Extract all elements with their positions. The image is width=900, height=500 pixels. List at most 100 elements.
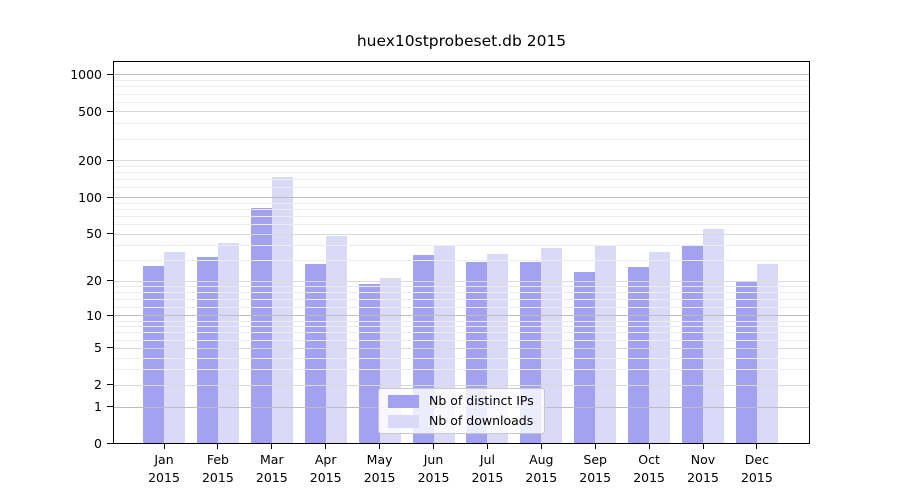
y-axis-tick-label: 1 [94, 399, 102, 414]
y-axis-tick-label: 0 [94, 436, 102, 451]
gridline-minor-80 [114, 208, 809, 210]
gridline-minor-160 [114, 172, 809, 174]
bar-downloads-oct [649, 252, 671, 443]
x-axis-tick-label: Nov 2015 [687, 452, 719, 485]
gridline-minor-4 [114, 357, 809, 359]
gridline-minor-30 [114, 260, 809, 262]
gridline-minor-3 [114, 369, 809, 371]
x-axis-tick-mark [594, 444, 596, 449]
gridline-mid-500 [114, 111, 809, 113]
gridline-minor-7 [114, 332, 809, 334]
bar-distinct-ips-may [358, 283, 380, 443]
x-axis-tick-label: Aug 2015 [525, 452, 558, 485]
gridline-major-10 [114, 315, 809, 317]
gridline-mid-200 [114, 160, 809, 162]
gridline-minor-180 [114, 165, 809, 167]
gridline-minor-600 [114, 101, 809, 103]
gridline-minor-18 [114, 286, 809, 288]
legend-swatch-distinct-ips [388, 394, 419, 408]
x-axis-tick-label: Sep 2015 [579, 452, 612, 485]
y-axis-tick-label: 5 [94, 340, 102, 356]
legend-label-downloads: Nb of downloads [429, 413, 534, 428]
y-axis-tick-mark [107, 110, 113, 112]
bar-downloads-dec [756, 263, 778, 443]
gridline-minor-70 [114, 215, 809, 217]
gridline-minor-16 [114, 292, 809, 294]
gridline-major-1000 [114, 74, 809, 76]
bar-downloads-sep [595, 246, 617, 443]
y-axis-tick-label: 1000 [70, 66, 102, 82]
gridline-minor-90 [114, 202, 809, 204]
x-axis-tick-mark [271, 444, 273, 449]
gridline-mid-20 [114, 280, 809, 282]
gridline-mid-50 [114, 233, 809, 235]
bar-downloads-aug [541, 247, 563, 443]
bar-downloads-nov [703, 228, 724, 443]
gridline-minor-6 [114, 339, 809, 341]
legend: Nb of distinct IPs Nb of downloads [378, 388, 545, 434]
y-axis-tick-label: 500 [78, 103, 102, 119]
y-axis-tick-mark [107, 443, 113, 444]
legend-item-distinct-ips: Nb of distinct IPs [388, 393, 544, 410]
x-axis-tick-mark [540, 444, 542, 449]
x-axis-tick-label: Oct 2015 [633, 452, 665, 485]
y-axis-tick-mark [107, 196, 113, 198]
x-axis-tick-label: Jan 2015 [148, 452, 180, 485]
y-axis-tick-mark [107, 280, 113, 282]
y-axis-tick-label: 50 [86, 226, 102, 241]
y-axis-tick-label: 200 [78, 152, 102, 168]
y-axis-tick-mark [107, 73, 113, 75]
x-axis-tick-label: Apr 2015 [309, 452, 342, 485]
bar-distinct-ips-mar [250, 207, 272, 443]
x-axis-tick-mark [217, 444, 219, 449]
gridline-minor-700 [114, 93, 809, 95]
y-axis-tick-label: 100 [78, 189, 102, 205]
gridline-minor-300 [114, 138, 809, 140]
y-axis-tick-label: 20 [86, 273, 102, 289]
chart-title: huex10stprobeset.db 2015 [356, 32, 567, 50]
x-axis-tick-mark [702, 444, 704, 449]
x-axis-tick-mark [163, 444, 165, 449]
gridline-minor-40 [114, 245, 809, 247]
legend-label-distinct-ips: Nb of distinct IPs [429, 393, 534, 408]
gridline-minor-9 [114, 320, 809, 322]
bar-distinct-ips-feb [196, 256, 218, 443]
x-axis-tick-label: May 2015 [363, 452, 396, 485]
x-axis-tick-label: Jun 2015 [417, 452, 450, 485]
y-axis-tick-mark [107, 233, 113, 234]
x-axis-tick-mark [325, 444, 327, 449]
x-axis-tick-label: Dec 2015 [740, 452, 773, 485]
plot-area: Nb of distinct IPs Nb of downloads [113, 61, 810, 444]
bar-distinct-ips-apr [304, 263, 326, 443]
x-axis-tick-label: Mar 2015 [255, 452, 288, 485]
bar-downloads-jan [164, 252, 185, 443]
y-axis-tick-label: 2 [94, 377, 102, 393]
gridline-mid-2 [114, 384, 809, 386]
gridline-minor-120 [114, 187, 809, 189]
gridline-minor-400 [114, 123, 809, 125]
bar-downloads-feb [217, 242, 239, 443]
gridline-minor-140 [114, 179, 809, 181]
y-axis-tick-label: 10 [86, 307, 102, 323]
gridline-mid-5 [114, 347, 809, 349]
gridline-major-100 [114, 197, 809, 198]
x-axis-tick-mark [486, 444, 488, 449]
gridline-minor-900 [114, 80, 809, 82]
gridline-minor-12 [114, 306, 809, 308]
bar-distinct-ips-sep [574, 271, 596, 443]
bar-distinct-ips-dec [735, 280, 757, 443]
x-axis-tick-mark [756, 444, 758, 449]
y-axis-tick-mark [107, 406, 113, 407]
legend-item-downloads: Nb of downloads [388, 413, 544, 430]
y-axis-tick-mark [107, 159, 113, 161]
bar-downloads-mar [271, 176, 293, 443]
y-axis-tick-mark [107, 347, 113, 349]
gridline-minor-8 [114, 326, 809, 328]
legend-swatch-downloads [388, 414, 419, 428]
gridline-minor-800 [114, 86, 809, 88]
x-axis-tick-mark [648, 444, 650, 449]
x-axis-tick-mark [379, 444, 381, 449]
bar-distinct-ips-oct [628, 267, 650, 443]
gridline-minor-60 [114, 223, 809, 225]
